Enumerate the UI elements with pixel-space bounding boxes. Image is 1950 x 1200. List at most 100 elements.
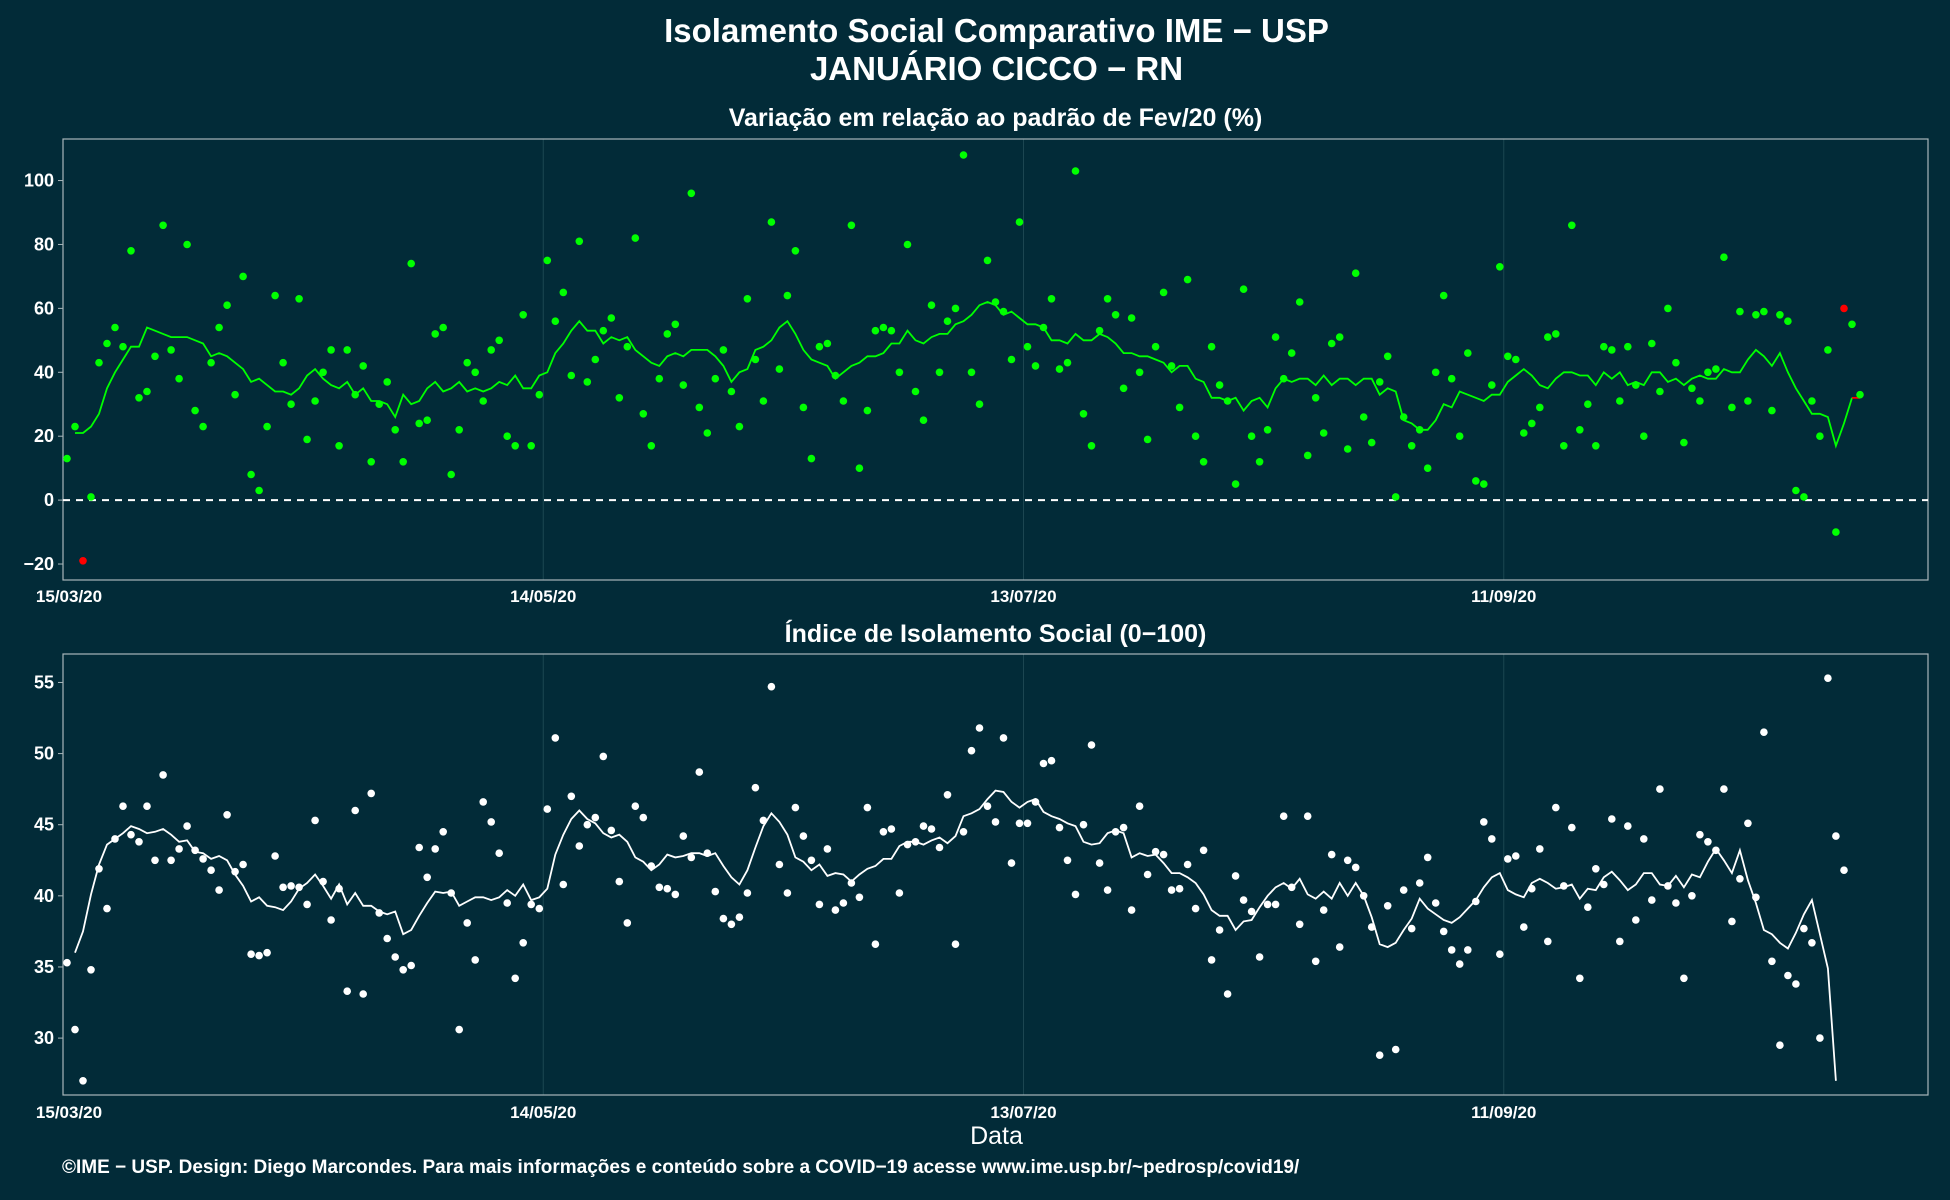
data-point: [1488, 835, 1496, 843]
data-point: [1431, 368, 1440, 377]
data-point: [207, 358, 215, 367]
data-point: [71, 1025, 79, 1034]
data-point: [1520, 923, 1528, 931]
data-point: [1359, 892, 1368, 900]
data-point: [1327, 339, 1336, 348]
data-point: [487, 818, 496, 826]
data-point: [647, 442, 656, 450]
data-point: [575, 842, 584, 850]
data-point: [1720, 785, 1728, 793]
data-point: [583, 378, 592, 386]
data-point: [687, 853, 696, 862]
data-point: [703, 849, 712, 857]
data-point: [455, 426, 464, 434]
data-point: [1055, 365, 1064, 373]
data-point: [79, 1077, 87, 1085]
data-point: [1816, 1034, 1824, 1042]
data-point: [223, 301, 231, 310]
data-point: [1720, 253, 1728, 261]
data-point: [1560, 882, 1568, 890]
data-point: [271, 291, 279, 300]
data-point: [159, 221, 167, 230]
data-point: [1271, 900, 1280, 909]
data-point: [1536, 403, 1544, 412]
data-point: [1496, 950, 1504, 958]
data-point: [311, 397, 319, 405]
data-point: [823, 845, 832, 853]
data-point: [1167, 886, 1176, 894]
data-point: [983, 802, 992, 810]
data-point: [999, 307, 1008, 316]
data-point: [1143, 870, 1152, 879]
data-point: [407, 961, 416, 970]
y-tick-label: 60: [34, 298, 54, 318]
data-point: [1103, 886, 1112, 894]
data-point: [815, 342, 824, 351]
data-point: [263, 422, 271, 431]
y-tick-label: 45: [34, 815, 54, 835]
data-point: [231, 390, 239, 399]
data-point: [1568, 823, 1576, 832]
data-point: [1367, 438, 1376, 447]
data-point: [223, 811, 231, 819]
data-point: [543, 256, 552, 265]
data-point: [1007, 355, 1016, 364]
panel-frame: [62, 653, 1929, 1096]
data-point: [1752, 311, 1760, 319]
data-point: [431, 845, 440, 853]
data-point: [143, 802, 151, 810]
data-point: [1696, 397, 1704, 405]
data-point: [551, 317, 560, 326]
data-point: [103, 904, 111, 913]
data-point: [1015, 218, 1024, 226]
data-point: [1335, 943, 1344, 951]
data-point: [1183, 860, 1192, 869]
y-tick-label: 30: [34, 1028, 54, 1048]
data-point: [127, 830, 135, 839]
data-point: [399, 966, 408, 974]
data-point: [535, 904, 544, 913]
y-tick-label: −20: [23, 554, 54, 574]
data-point: [1255, 458, 1264, 466]
data-point: [111, 835, 119, 843]
data-point: [935, 843, 944, 852]
data-point: [1351, 269, 1360, 278]
data-point: [151, 856, 159, 865]
data-point: [591, 813, 600, 822]
y-tick-label: 50: [34, 744, 54, 764]
data-point: [1231, 872, 1240, 880]
data-point: [655, 374, 664, 383]
data-point: [391, 953, 400, 961]
data-point: [615, 394, 624, 402]
data-point: [1592, 442, 1600, 450]
data-point: [1127, 906, 1136, 914]
data-point: [1792, 486, 1800, 495]
data-point: [1800, 924, 1808, 933]
x-tick-label: 15/03/20: [36, 1103, 102, 1122]
data-point: [1295, 920, 1304, 929]
data-point: [375, 400, 384, 409]
data-point: [479, 798, 488, 806]
data-point: [1263, 900, 1272, 909]
moving-average-line: [75, 301, 1853, 449]
data-point: [1087, 442, 1096, 450]
data-point: [1640, 835, 1648, 843]
x-tick-label: 15/03/20: [36, 587, 102, 606]
data-point: [735, 422, 744, 431]
data-point: [207, 866, 215, 874]
data-point: [1287, 349, 1296, 357]
data-point: [1439, 927, 1448, 936]
data-point: [1480, 480, 1488, 488]
x-tick-label: 13/07/20: [990, 587, 1056, 606]
data-point: [871, 326, 880, 335]
data-point: [71, 422, 79, 431]
data-point: [1063, 358, 1072, 367]
data-point: [1343, 445, 1352, 453]
data-point: [1455, 432, 1464, 441]
data-point: [1119, 384, 1128, 393]
data-point: [1071, 890, 1080, 899]
data-point: [1359, 413, 1368, 421]
data-point: [631, 234, 640, 242]
panel-frame: [62, 138, 1929, 581]
data-point: [791, 247, 800, 255]
